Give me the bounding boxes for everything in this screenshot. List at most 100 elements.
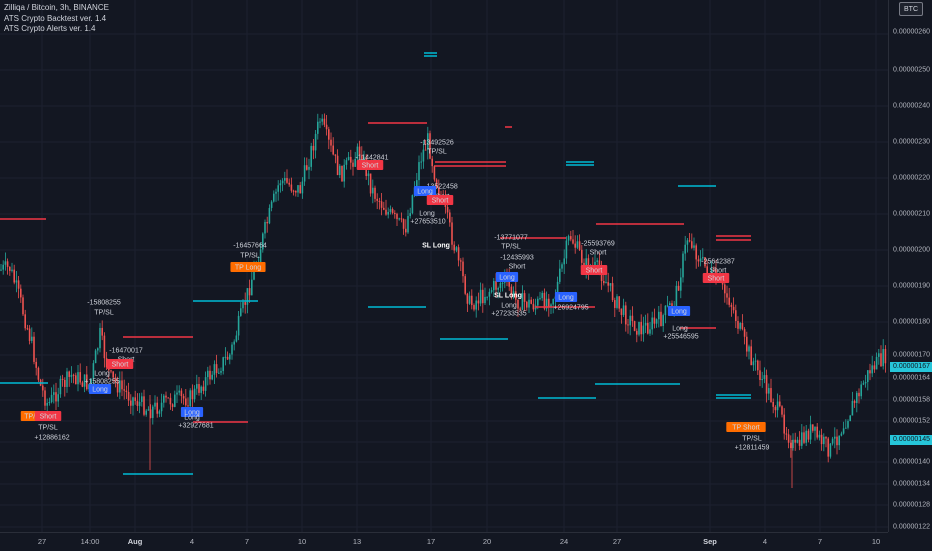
candle-body [875,356,878,370]
candle-body [798,439,801,446]
candle-body [741,322,744,330]
short-signal-tag[interactable] [580,265,608,275]
candle-body [523,293,526,302]
candle-body [860,384,862,397]
candle-body [297,185,299,193]
candle-body [209,370,211,380]
annotation-label: Long [671,309,687,316]
candle-body [33,336,35,362]
candle-body [83,374,86,387]
candle-body [339,165,341,176]
candle-body [853,401,856,403]
candle-body [61,378,64,380]
price-tick: 0.00000250 [893,66,930,74]
long-signal-tag[interactable] [413,186,437,196]
price-tick: 0.00000158 [893,396,930,404]
candle-body [488,291,491,297]
candle-body [79,372,81,383]
candle-body [422,149,425,162]
candle-body [77,372,79,385]
long-signal-tag[interactable] [180,407,204,417]
candle-body [468,295,471,304]
candle-body [233,341,235,345]
indicator-backtest[interactable]: ATS Crypto Backtest ver. 1.4 [4,13,107,23]
candle-body [858,392,860,397]
candle-body [836,436,838,446]
candle-body [792,439,794,449]
time-axis[interactable]: 27 14:00 Aug 4 7 10 13 17 20 24 27 Sep 4 7 10 [0,532,888,551]
candle-body [198,384,200,393]
candle-body [550,304,552,307]
candle-body [361,155,363,165]
annotation-label: TP/SL [742,436,762,443]
candle-body [752,361,755,366]
annotation-label: +12886162 [34,435,69,442]
candle-body [457,247,460,261]
short-signal-tag[interactable] [106,359,134,369]
candle-body [207,370,209,378]
indicator-alerts[interactable]: ATS Crypto Alerts ver. 1.4 [4,24,96,33]
candle-body [187,405,189,407]
annotation-label: TP Short [732,425,760,432]
candle-body [671,303,673,308]
annotation-label: +12811459 [735,445,770,452]
tpsl-signal-tag[interactable] [726,422,766,432]
time-tick: 7 [817,537,823,546]
candle-body [416,180,418,188]
symbol-title[interactable]: Zilliqa / Bitcoin, 3h, BINANCE [4,3,109,12]
candle-body [17,280,20,289]
price-tick: 0.00000122 [893,523,930,531]
short-signal-tag[interactable] [356,160,384,170]
long-signal-tag[interactable] [667,306,691,316]
candle-body [114,377,117,383]
candle-body [521,293,524,310]
candle-body [662,315,664,326]
candle-body [460,260,462,262]
candle-body [644,322,647,326]
annotation-label: -16457664 [233,243,267,250]
price-tick: 0.00000180 [893,318,930,326]
candle-body [240,308,242,316]
candle-body [820,434,823,445]
candle-body [497,287,499,290]
price-axis[interactable]: 0.00000260 0.00000250 0.00000240 0.00000230… [888,0,932,532]
annotation-label: Long [184,410,200,417]
candle-body [266,222,268,224]
candle-body [290,184,293,191]
candle-body [301,181,304,194]
candle-body [138,401,141,406]
candle-body [112,371,114,378]
candle-body [424,149,427,151]
candle-body [165,395,167,398]
candle-body [152,406,154,418]
candle-body [686,240,689,245]
candle-body [369,173,372,194]
candle-body [532,303,535,310]
tpsl-signal-tag[interactable] [230,262,266,272]
candle-body [466,293,469,304]
candle-body [699,258,702,262]
candle-body [666,305,669,307]
candle-body [127,391,130,401]
candle-body [101,327,103,336]
candle-body [94,350,97,364]
candle-body [598,260,601,270]
long-signal-tag[interactable] [495,272,519,282]
candle-body [611,283,614,301]
long-signal-tag[interactable] [554,292,578,302]
candle-body [754,360,757,362]
short-signal-tag[interactable] [702,273,730,283]
candle-body [845,427,847,429]
short-signal-tag[interactable] [34,411,62,421]
candle-body [59,378,62,395]
candlestick-chart[interactable]: TP/SLShortTP/SL+12886162-15808255TP/SL-1… [0,0,888,532]
candle-body [823,436,825,445]
candle-body [794,439,796,443]
currency-button[interactable]: BTC [899,2,923,16]
short-signal-tag[interactable] [426,195,454,205]
chart-area[interactable]: TP/SL Short TP/SL +12886162 -15808255 TP/SL -1… [0,0,888,532]
candle-body [325,124,328,130]
candle-body [785,433,788,435]
long-signal-tag[interactable] [88,384,112,394]
candle-body [385,209,387,215]
